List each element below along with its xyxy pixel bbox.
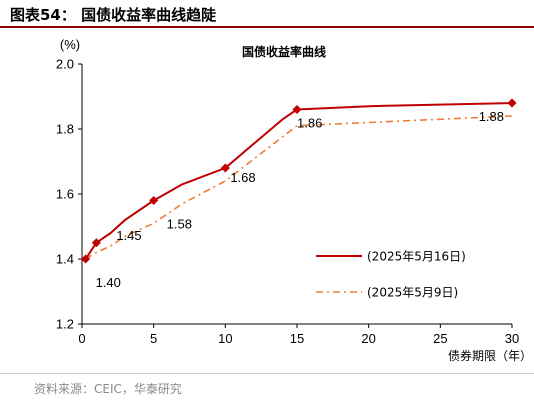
legend-label: (2025年5月9日) xyxy=(367,286,458,300)
figure-label: 图表54： 国债收益率曲线趋陡 xyxy=(10,6,217,24)
x-tick-label: 20 xyxy=(361,331,375,346)
series-layer xyxy=(81,98,517,264)
x-tick-label: 25 xyxy=(433,331,447,346)
data-label: 1.68 xyxy=(230,170,255,185)
source-note: 资料来源：CEIC，华泰研究 xyxy=(0,373,534,400)
chart-title: 国债收益率曲线 xyxy=(242,44,326,59)
data-label: 1.88 xyxy=(479,109,504,124)
source-text: 资料来源：CEIC，华泰研究 xyxy=(34,382,182,396)
series-marker xyxy=(507,98,517,108)
data-label: 1.40 xyxy=(96,275,121,290)
series-marker xyxy=(81,254,91,264)
data-label: 1.86 xyxy=(297,116,322,131)
x-axis-title: 债券期限（年） xyxy=(448,348,532,363)
x-tick-label: 5 xyxy=(150,331,157,346)
y-axis-unit-label: (%) xyxy=(60,37,80,52)
figure-header: 图表54： 国债收益率曲线趋陡 xyxy=(0,0,534,28)
series-marker xyxy=(91,238,101,248)
legend-label: (2025年5月16日) xyxy=(367,250,466,264)
series-marker xyxy=(292,105,302,114)
y-tick-label: 1.8 xyxy=(56,122,74,137)
yield-curve-chart: 国债收益率曲线 (%) 债券期限（年） 1.21.41.61.82.00 5 10 1… xyxy=(56,37,532,363)
chart-container: 国债收益率曲线 (%) 债券期限（年） 1.2 1.4 1.6 1.8 2.0 0 5 10 1… xyxy=(0,28,534,374)
y-tick-label: 1.4 xyxy=(56,252,74,267)
series-marker xyxy=(220,163,230,173)
data-label: 1.58 xyxy=(167,217,192,232)
y-tick-label: 2.0 xyxy=(56,57,74,72)
data-label-layer: 1.40 1.45 1.58 1.68 1.86 1.88 xyxy=(96,109,504,290)
axes: 1.2 1.4 1.6 1.8 2.0 0 5 10 15 20 25 30 xyxy=(56,57,519,347)
series-line-1 xyxy=(85,115,513,260)
x-tick-label: 30 xyxy=(505,331,519,346)
y-tick-label: 1.2 xyxy=(56,317,74,332)
y-tick-label: 1.6 xyxy=(56,187,74,202)
x-tick-label: 0 xyxy=(78,331,85,346)
x-tick-label: 15 xyxy=(290,331,304,346)
series-line-0 xyxy=(84,102,513,260)
series-marker xyxy=(149,196,159,205)
legend: (2025年5月16日) (2025年5月9日) xyxy=(316,250,466,300)
x-tick-label: 10 xyxy=(218,331,232,346)
data-label: 1.45 xyxy=(116,228,141,243)
